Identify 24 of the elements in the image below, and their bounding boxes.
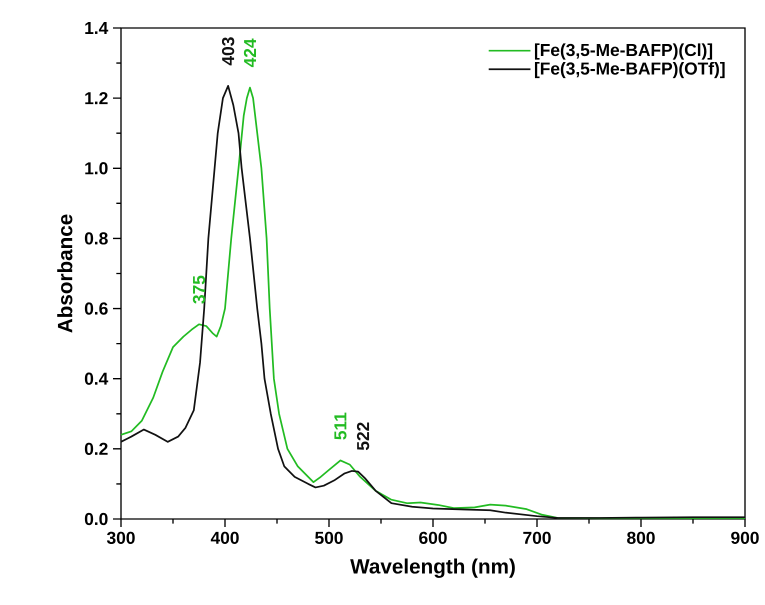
y-tick-label: 0.0 (84, 512, 108, 526)
x-axis-title: Wavelength (nm) (350, 558, 515, 578)
y-tick-label: 1.4 (85, 22, 108, 34)
x-tick-label: 400 (210, 532, 239, 544)
x-tick-label: 300 (106, 532, 135, 544)
legend-label: [Fe(3,5-Me-BAFP)(OTf)] (534, 62, 725, 78)
x-tick-label: 500 (315, 532, 343, 544)
y-tick-label: 0.6 (84, 302, 108, 315)
y-axis-title: Absorbance (57, 214, 72, 333)
annotation: 522 (356, 422, 370, 450)
x-tick-label: 900 (731, 532, 759, 544)
x-tick-label: 600 (419, 532, 447, 544)
annotation: 511 (334, 412, 346, 440)
y-tick-label: 0.4 (84, 372, 108, 385)
x-tick-label: 800 (627, 532, 655, 544)
y-tick-label: 0.2 (84, 442, 108, 455)
legend-label: [Fe(3,5-Me-BAFP)(Cl)] (534, 43, 712, 60)
annotation: 424 (244, 38, 256, 68)
annotation: 403 (222, 37, 234, 66)
annotation: 375 (192, 276, 206, 304)
y-tick-label: 0.8 (84, 232, 108, 245)
x-tick-label: 700 (523, 532, 551, 544)
y-tick-label: 1.0 (85, 162, 108, 174)
y-tick-label: 1.2 (85, 92, 108, 104)
